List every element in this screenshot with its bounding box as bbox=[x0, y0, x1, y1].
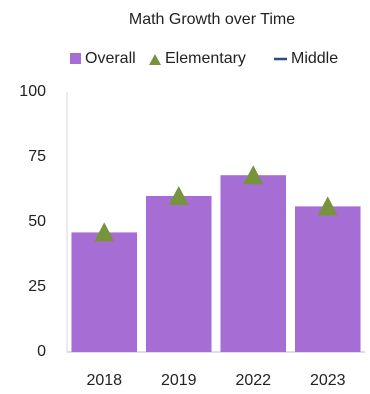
legend-swatch bbox=[149, 54, 161, 65]
x-tick-label: 2019 bbox=[161, 372, 197, 389]
bar bbox=[145, 196, 212, 352]
y-tick-label: 75 bbox=[28, 148, 46, 165]
legend-label: Middle bbox=[291, 50, 338, 67]
triangle-marker bbox=[243, 165, 264, 185]
y-tick-label: 25 bbox=[28, 278, 46, 295]
x-tick-label: 2018 bbox=[86, 372, 122, 389]
y-tick-label: 50 bbox=[28, 213, 46, 230]
triangle-marker bbox=[317, 196, 338, 216]
bar bbox=[294, 206, 361, 352]
chart-title: Math Growth over Time bbox=[129, 11, 295, 28]
x-tick-label: 2023 bbox=[310, 372, 346, 389]
y-tick-label: 100 bbox=[19, 83, 46, 100]
bar bbox=[220, 175, 287, 352]
legend-label: Overall bbox=[85, 50, 136, 67]
triangle-marker bbox=[94, 222, 115, 242]
legend: Overall Elementary Middle bbox=[70, 50, 338, 67]
legend-swatch bbox=[70, 53, 81, 64]
x-tick-label: 2022 bbox=[235, 372, 271, 389]
y-tick-label: 0 bbox=[37, 343, 46, 360]
legend-label: Elementary bbox=[165, 50, 246, 67]
triangle-marker bbox=[168, 186, 189, 205]
bar bbox=[71, 232, 138, 352]
